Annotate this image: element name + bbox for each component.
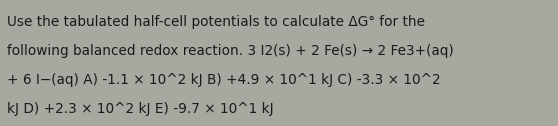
Text: kJ D) +2.3 × 10^2 kJ E) -9.7 × 10^1 kJ: kJ D) +2.3 × 10^2 kJ E) -9.7 × 10^1 kJ	[7, 102, 273, 116]
Text: following balanced redox reaction. 3 I2(s) + 2 Fe(s) → 2 Fe3+(aq): following balanced redox reaction. 3 I2(…	[7, 44, 454, 58]
Text: Use the tabulated half-cell potentials to calculate ΔG° for the: Use the tabulated half-cell potentials t…	[7, 15, 425, 29]
Text: + 6 I−(aq) A) -1.1 × 10^2 kJ B) +4.9 × 10^1 kJ C) -3.3 × 10^2: + 6 I−(aq) A) -1.1 × 10^2 kJ B) +4.9 × 1…	[7, 73, 440, 87]
